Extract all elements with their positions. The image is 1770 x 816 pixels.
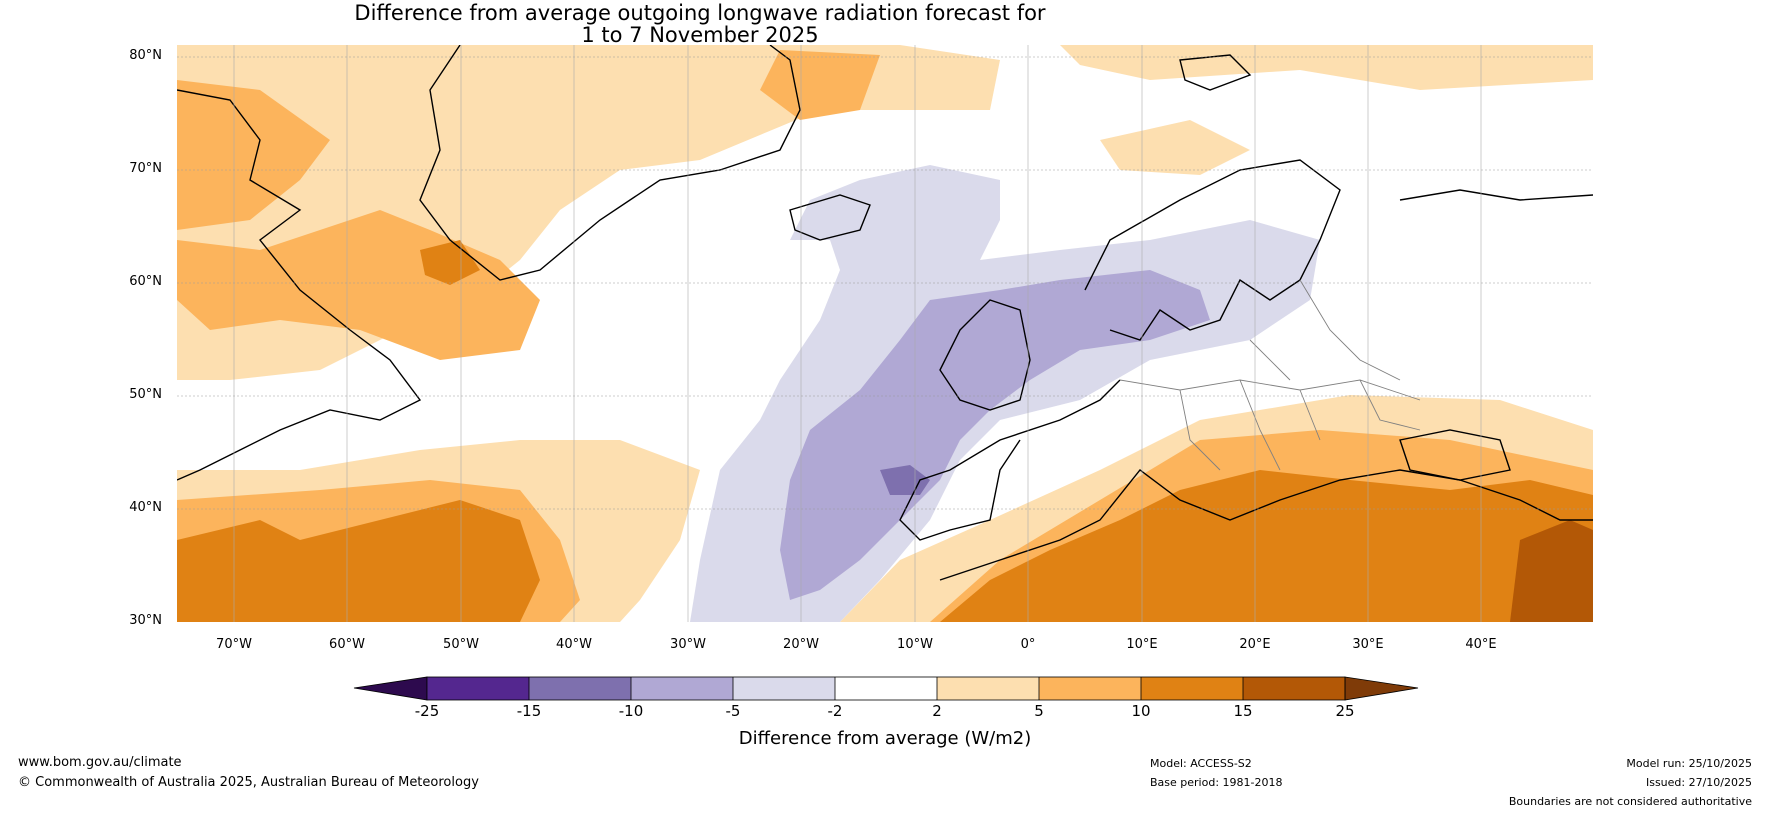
lon-label-70w: 70°W	[216, 637, 252, 652]
lon-label-40e: 40°E	[1465, 637, 1497, 652]
colorbar-tick-label: 2	[932, 702, 942, 720]
colorbar-tick-label: -25	[414, 702, 440, 720]
lat-label-70n: 70°N	[129, 161, 162, 176]
map-gridlines	[177, 56, 1593, 510]
lon-label-10e: 10°E	[1126, 637, 1158, 652]
coastline-black-sea	[1399, 429, 1511, 481]
footer-disclaimer: Boundaries are not considered authoritat…	[1508, 795, 1752, 808]
lon-label-20e: 20°E	[1239, 637, 1271, 652]
colorbar-label: Difference from average (W/m2)	[738, 728, 1032, 749]
lon-label-30w: 30°W	[670, 637, 706, 652]
lat-label-30n: 30°N	[129, 613, 162, 628]
lat-label-60n: 60°N	[129, 274, 162, 289]
anomaly-region-positive-medium	[760, 50, 880, 120]
lon-label-20w: 20°W	[783, 637, 819, 652]
lat-label-40n: 40°N	[129, 500, 162, 515]
coastline-greenland	[419, 45, 801, 281]
colorbar-segment	[835, 677, 937, 700]
colorbar-tick-label: -10	[618, 702, 644, 720]
colorbar-tick-label: 15	[1233, 702, 1253, 720]
coastline-russia-arctic	[1399, 189, 1593, 201]
colorbar-tick-label: 5	[1034, 702, 1044, 720]
anomaly-region-positive-strong	[940, 470, 1593, 622]
lon-label-50w: 50°W	[443, 637, 479, 652]
colorbar-tick-label: -15	[516, 702, 542, 720]
footer-copyright: © Commonwealth of Australia 2025, Austra…	[18, 775, 479, 790]
lat-label-50n: 50°N	[129, 387, 162, 402]
colorbar-tick-label: -5	[725, 702, 741, 720]
anomaly-region-negative-strong	[880, 465, 930, 495]
anomaly-region-positive-strong	[177, 500, 540, 622]
anomaly-region-positive-light	[1100, 120, 1250, 175]
footer-base-period: Base period: 1981-2018	[1150, 776, 1283, 789]
footer-issued: Issued: 27/10/2025	[1645, 776, 1752, 789]
footer-website: www.bom.gov.au/climate	[18, 755, 182, 770]
coastline-western-europe	[899, 379, 1121, 541]
coastline-iceland	[789, 194, 871, 241]
colorbar-tick-label: 10	[1131, 702, 1151, 720]
lon-label-30e: 30°E	[1352, 637, 1384, 652]
colorbar-tick-label: 25	[1335, 702, 1355, 720]
colorbar-segment	[427, 677, 529, 700]
anomaly-region-negative-medium	[780, 270, 1210, 600]
coastline-svalbard	[1179, 54, 1252, 91]
anomaly-region-positive-medium	[177, 80, 330, 230]
lon-label-0: 0°	[1020, 637, 1036, 652]
colorbar-segment	[733, 677, 835, 700]
colorbar-extend-min	[353, 676, 428, 701]
anomaly-region-positive-light	[1060, 45, 1593, 90]
country-borders	[1119, 279, 1421, 471]
colorbar-segment	[1243, 677, 1345, 700]
colorbar-segment	[937, 677, 1039, 700]
lon-label-60w: 60°W	[329, 637, 365, 652]
footer-model: Model: ACCESS-S2	[1150, 757, 1252, 770]
footer-model-run: Model run: 25/10/2025	[1626, 757, 1752, 770]
colorbar-segment	[1141, 677, 1243, 700]
colorbar-extend-max	[1344, 676, 1419, 701]
colorbar-tick-label: -2	[827, 702, 843, 720]
colorbar-segment	[529, 677, 631, 700]
map-title-line-1: Difference from average outgoing longwav…	[354, 1, 1046, 25]
colorbar-segment	[1039, 677, 1141, 700]
lon-label-40w: 40°W	[556, 637, 592, 652]
colorbar-segment	[631, 677, 733, 700]
coastline-british-isles	[939, 299, 1031, 411]
lat-label-80n: 80°N	[129, 48, 162, 63]
colorbar	[353, 676, 1419, 701]
anomaly-region-positive-extreme	[1510, 520, 1593, 622]
coastline-labrador	[177, 89, 422, 481]
lon-label-10w: 10°W	[897, 637, 933, 652]
map-title-line-2: 1 to 7 November 2025	[581, 23, 819, 47]
